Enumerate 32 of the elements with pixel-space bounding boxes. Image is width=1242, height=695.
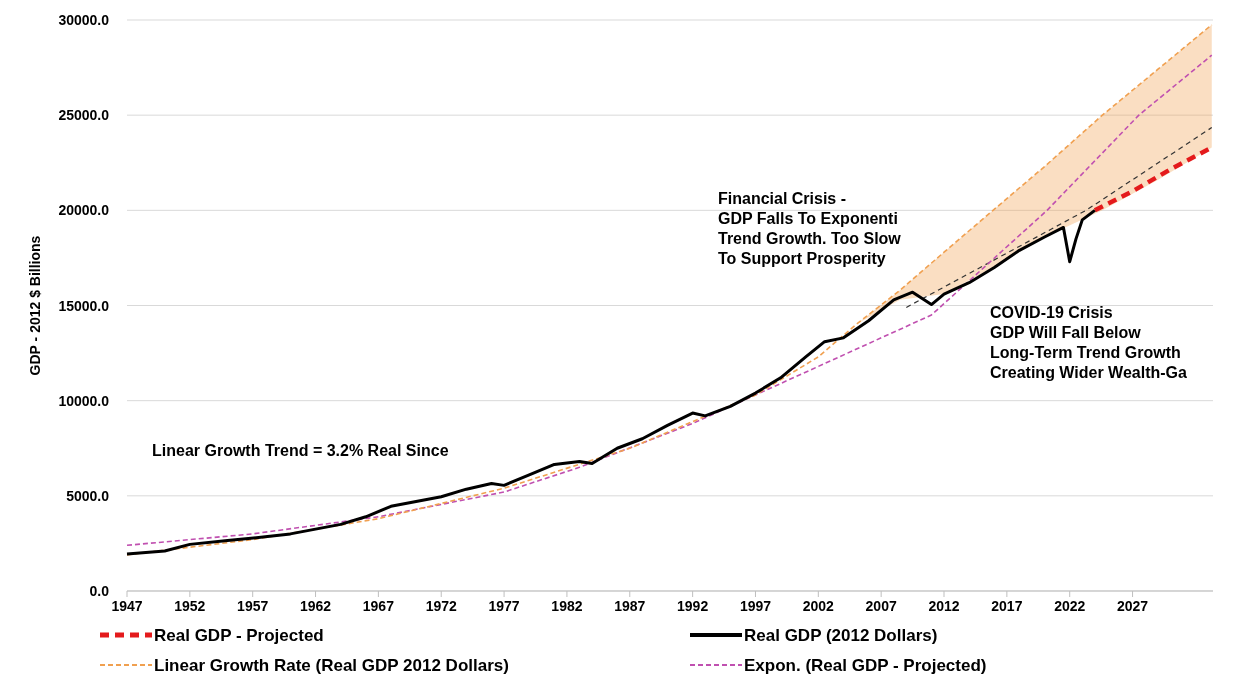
x-tick-label: 2027 (1116, 598, 1149, 614)
y-tick-label: 5000.0 (66, 487, 110, 504)
legend-label: Real GDP - Projected (154, 626, 324, 645)
x-tick-label: 1957 (237, 598, 269, 614)
x-tick-label: 1987 (614, 598, 646, 614)
x-tick-label: 1952 (174, 598, 206, 614)
y-tick-label: 15000.0 (58, 297, 110, 314)
x-tick-label: 1947 (111, 598, 143, 614)
annotation: Financial Crisis - GDP Falls To Exponenti Trend Growth. Too Slow To Support Prosperity (718, 190, 902, 267)
legend-label: Expon. (Real GDP - Projected) (744, 656, 987, 675)
x-tick-label: 1972 (425, 598, 458, 614)
x-tick-label: 2017 (991, 598, 1023, 614)
x-tick-label: 2002 (802, 598, 835, 614)
annotation: Linear Growth Trend = 3.2% Real Since (152, 442, 449, 459)
x-tick-label: 1962 (299, 598, 332, 614)
x-tick-label: 1992 (677, 598, 709, 614)
y-tick-label: 0.0 (89, 583, 110, 599)
legend-label: Real GDP (2012 Dollars) (744, 626, 938, 645)
legend-label: Linear Growth Rate (Real GDP 2012 Dollars) (154, 656, 509, 675)
annotation: COVID-19 Crisis GDP Will Fall Below Long-Term Trend Growth Creating Wider Wealth-Ga (990, 304, 1188, 381)
x-tick-label: 1997 (739, 598, 772, 614)
y-axis-title: GDP - 2012 $ Billions (27, 235, 43, 376)
x-tick-label: 2007 (865, 598, 897, 614)
y-tick-label: 25000.0 (58, 107, 110, 124)
x-tick-label: 2012 (928, 598, 960, 614)
y-tick-label: 10000.0 (58, 392, 110, 409)
x-tick-label: 2022 (1054, 598, 1086, 614)
x-tick-label: 1982 (551, 598, 583, 614)
x-tick-label: 1977 (488, 598, 520, 614)
x-tick-label: 1967 (362, 598, 395, 614)
y-tick-label: 20000.0 (58, 202, 110, 219)
y-tick-label: 30000.0 (58, 12, 110, 28)
